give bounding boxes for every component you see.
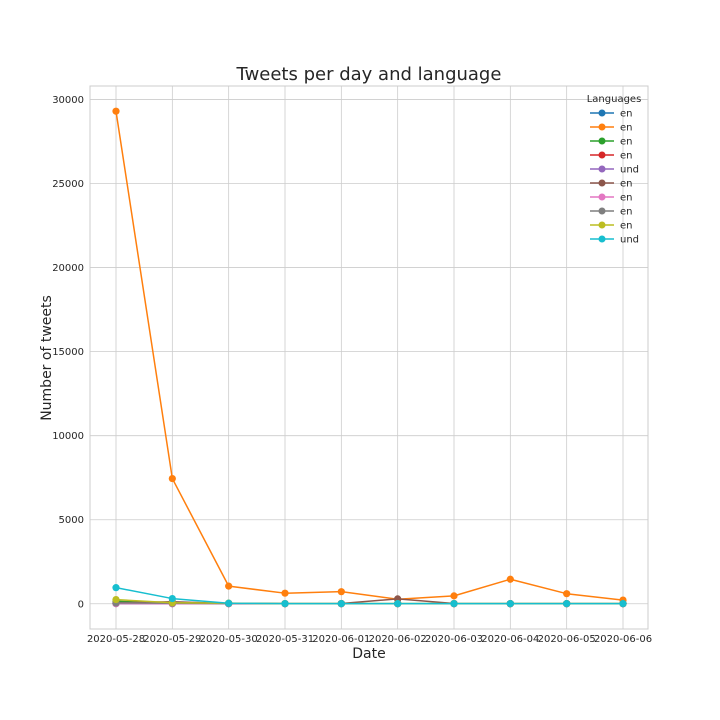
legend-item: en [590, 137, 633, 148]
data-point [506, 600, 514, 608]
x-tick-label: 2020-06-05 [538, 634, 596, 645]
legend-marker [598, 165, 606, 173]
legend-item: en [590, 123, 633, 134]
data-point [563, 600, 571, 608]
legend-label: en [620, 193, 633, 204]
data-point [112, 584, 120, 592]
legend-marker [598, 151, 606, 159]
legend-label: und [620, 165, 639, 176]
data-point [337, 588, 345, 596]
legend-item: en [590, 221, 633, 232]
data-point [563, 590, 571, 598]
x-tick-label: 2020-05-29 [143, 634, 201, 645]
chart-title: Tweets per day and language [236, 64, 502, 85]
y-axis-label: Number of tweets [39, 295, 55, 421]
data-point [168, 594, 176, 603]
legend-marker [598, 123, 606, 131]
legend-item: und [590, 165, 639, 176]
x-tick-label: 2020-05-31 [256, 634, 314, 645]
legend-label: en [620, 179, 633, 190]
legend-item: und [590, 235, 639, 246]
data-point [168, 474, 176, 483]
legend-label: en [620, 151, 633, 162]
x-tick-label: 2020-05-30 [200, 634, 258, 645]
x-tick-label: 2020-06-03 [425, 634, 483, 645]
y-tick-label: 25000 [52, 179, 84, 190]
plot-frame [89, 85, 649, 630]
legend-item: en [590, 193, 633, 204]
legend-item: en [590, 207, 633, 218]
x-axis-label: Date [352, 646, 385, 662]
legend-item: en [590, 151, 633, 162]
legend-label: en [620, 207, 633, 218]
x-tick-label: 2020-06-04 [481, 634, 539, 645]
data-point [450, 600, 458, 608]
legend-label: en [620, 109, 633, 120]
legend-marker [598, 109, 606, 117]
series-line [115, 586, 623, 605]
legend-marker [598, 235, 606, 243]
legend-marker [598, 221, 606, 229]
tick-labels: 2020-05-282020-05-292020-05-302020-05-31… [52, 95, 652, 645]
legend-item: en [590, 109, 633, 120]
data-point [337, 600, 345, 608]
data-point [112, 107, 120, 115]
y-tick-label: 0 [78, 599, 84, 610]
data-point [281, 600, 289, 608]
data-point [394, 600, 402, 608]
data-point [450, 592, 458, 600]
y-tick-label: 5000 [59, 515, 84, 526]
legend-title: Languages [587, 94, 642, 105]
y-tick-label: 30000 [52, 95, 84, 106]
series-line [115, 111, 624, 601]
legend-item: en [590, 179, 633, 190]
legend-marker [598, 137, 606, 145]
x-tick-label: 2020-06-02 [369, 634, 427, 645]
x-tick-label: 2020-05-28 [87, 634, 145, 645]
data-point [281, 589, 289, 597]
data-point [225, 582, 233, 590]
data-point [619, 600, 627, 608]
series-group [112, 584, 627, 608]
legend-label: en [620, 123, 633, 134]
legend-marker [598, 193, 606, 201]
legend-marker [598, 179, 606, 187]
x-tick-label: 2020-06-06 [594, 634, 652, 645]
y-tick-label: 10000 [52, 431, 84, 442]
series-layer [112, 107, 627, 608]
legend-label: en [620, 137, 633, 148]
legend-label: en [620, 221, 633, 232]
x-tick-label: 2020-06-01 [312, 634, 370, 645]
data-point [225, 599, 233, 607]
y-tick-label: 20000 [52, 263, 84, 274]
data-point [506, 575, 514, 583]
data-point [112, 595, 120, 604]
legend-marker [598, 207, 606, 215]
legend: Languages en en en en und en en en en und [587, 94, 642, 246]
y-tick-label: 15000 [52, 347, 84, 358]
legend-label: und [620, 235, 639, 246]
